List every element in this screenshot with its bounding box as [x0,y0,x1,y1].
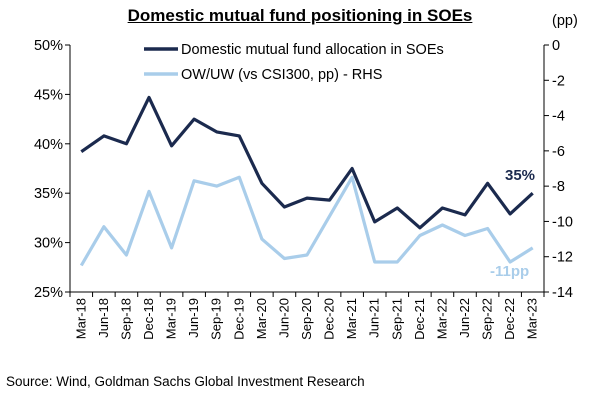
y-left-tick-label: 30% [34,236,63,252]
y-left-tick-label: 25% [34,285,63,301]
y-right-tick-label: -8 [552,179,565,195]
series-line-owuw [79,175,534,267]
y-right-tick-label: -2 [552,73,565,89]
y-left-tick-label: 50% [34,38,63,54]
x-tick-label: Jun-19 [186,298,201,338]
y-left-tick-label: 35% [34,186,63,202]
x-tick-label: Jun-20 [276,298,291,338]
y-right-tick-label: -12 [552,250,573,266]
x-tick-label: Mar-20 [254,298,269,339]
end-label-allocation: 35% [505,167,535,184]
y-right-tick-label: -6 [552,144,565,160]
x-tick-label: Jun-21 [367,298,382,338]
x-tick-label: Jun-22 [457,298,472,338]
y-left-tick-label: 40% [34,137,63,153]
x-tick-label: Dec-20 [322,298,337,340]
x-tick-label: Sep-18 [118,298,133,340]
x-tick-label: Dec-22 [502,298,517,340]
x-tick-label: Mar-21 [344,298,359,339]
end-label-owuw: -11pp [490,263,529,280]
x-tick-label: Sep-19 [209,298,224,340]
x-tick-label: Sep-21 [389,298,404,340]
legend-label: Domestic mutual fund allocation in SOEs [181,42,444,58]
y-right-tick-label: -4 [552,109,565,125]
x-tick-label: Mar-19 [164,298,179,339]
source-note: Source: Wind, Goldman Sachs Global Inves… [6,374,365,389]
y-right-tick-label: -10 [552,214,573,230]
chart-title: Domestic mutual fund positioning in SOEs [127,6,473,25]
x-tick-label: Jun-18 [96,298,111,338]
x-tick-label: Mar-23 [525,298,540,339]
x-tick-label: Dec-18 [141,298,156,340]
series-line-allocation [80,95,534,230]
x-tick-label: Dec-21 [412,298,427,340]
x-tick-label: Sep-22 [480,298,495,340]
x-tick-label: Mar-22 [434,298,449,339]
y-right-axis-label: (pp) [552,13,578,29]
x-tick-label: Dec-19 [231,298,246,340]
y-right-tick-label: -14 [552,285,573,301]
legend-label: OW/UW (vs CSI300, pp) - RHS [181,67,382,83]
x-tick-label: Mar-18 [73,298,88,339]
y-right-tick-label: 0 [552,38,560,54]
x-tick-label: Sep-20 [299,298,314,340]
y-left-tick-label: 45% [34,87,63,103]
